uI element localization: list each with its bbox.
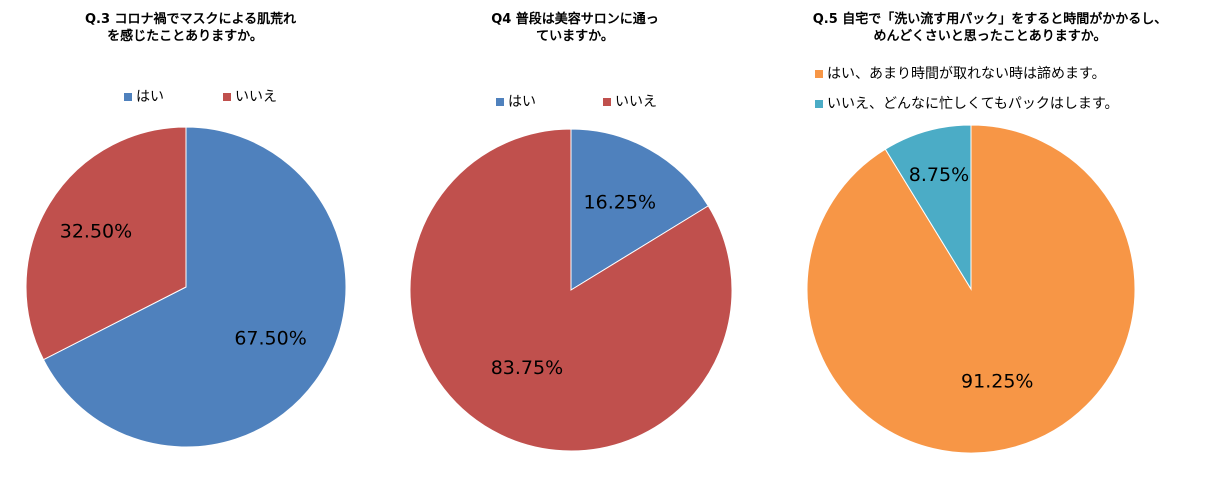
chart-2-legend-item-no: いいえ [603, 93, 657, 111]
chart-1-slice-no [25, 126, 187, 361]
chart-1-legend-item-yes: はい [124, 88, 164, 106]
chart-1-data-label-yes: 67.50% [234, 327, 306, 349]
chart-2-title-line-2: ていますか。 [536, 29, 614, 44]
chart-3-legend-label-yes: はい、あまり時間が取れない時は諦めます。 [827, 66, 1106, 82]
chart-2-legend-swatch-yes [496, 98, 504, 106]
chart-3-slice-no [884, 124, 972, 291]
chart-2-title: Q4 普段は美容サロンに通っ ていますか。 [475, 11, 675, 45]
chart-1-legend-label-yes: はい [136, 89, 164, 105]
chart-2-legend-label-yes: はい [508, 94, 536, 110]
chart-1-pie: 67.50% 32.50% [25, 126, 347, 448]
chart-2-legend-item-yes: はい [496, 93, 536, 111]
chart-1-title-line-2: を感じたことありますか。 [107, 29, 263, 44]
chart-3-legend-item-no: いいえ、どんなに忙しくてもパックはします。 [815, 95, 1118, 113]
chart-2-data-label-yes: 16.25% [584, 191, 656, 213]
chart-1-legend-swatch-no [223, 93, 231, 101]
chart-1-legend-item-no: いいえ [223, 88, 277, 106]
chart-2-slice-yes [570, 128, 709, 291]
chart-2-slice-no [409, 128, 733, 452]
chart-2-title-line-1: Q4 普段は美容サロンに通っ [491, 12, 659, 27]
chart-3-legend-label-no: いいえ、どんなに忙しくてもパックはします。 [827, 96, 1119, 112]
chart-3-data-label-no: 8.75% [909, 164, 969, 186]
chart-3-title-line-1: Q.5 自宅で「洗い流す用パック」をすると時間がかかるし、 [812, 12, 1168, 27]
chart-3-data-label-yes: 91.25% [961, 371, 1033, 393]
chart-1-legend-swatch-yes [124, 93, 132, 101]
chart-3-legend-swatch-yes [815, 70, 823, 78]
chart-2-legend-swatch-no [603, 98, 611, 106]
chart-1-title-line-1: Q.3 コロナ禍でマスクによる肌荒れ [85, 12, 297, 27]
chart-1-legend-label-no: いいえ [235, 89, 277, 105]
chart-1-title: Q.3 コロナ禍でマスクによる肌荒れ を感じたことありますか。 [85, 11, 297, 45]
chart-2-data-label-no: 83.75% [491, 357, 563, 379]
chart-1-slice-yes [42, 126, 347, 448]
chart-3-title: Q.5 自宅で「洗い流す用パック」をすると時間がかかるし、 めんどくさいと思った… [780, 11, 1200, 45]
chart-3-legend-item-yes: はい、あまり時間が取れない時は諦めます。 [815, 65, 1106, 83]
chart-3-title-line-2: めんどくさいと思ったことありますか。 [873, 29, 1107, 44]
chart-2-legend-label-no: いいえ [615, 94, 657, 110]
chart-3-legend-swatch-no [815, 100, 823, 108]
chart-1-data-label-no: 32.50% [60, 220, 132, 242]
